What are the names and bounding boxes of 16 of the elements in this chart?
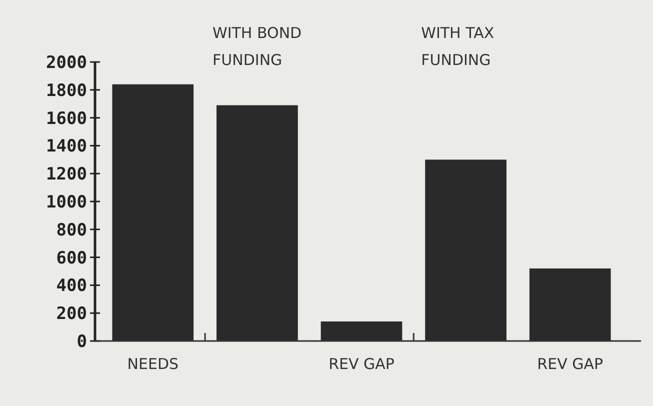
y-tick-label: 1800 <box>46 80 87 101</box>
y-tick-label: 800 <box>56 220 87 240</box>
x-tick-label: NEEDS <box>127 355 179 373</box>
y-tick-label: 0 <box>76 332 87 352</box>
x-tick-label: REV GAP <box>537 355 604 373</box>
y-tick-label: 200 <box>56 304 87 324</box>
annotation: WITH TAX FUNDING <box>421 24 494 69</box>
annotation: WITH BOND FUNDING <box>212 24 302 69</box>
x-tick-label: REV GAP <box>328 355 394 373</box>
y-tick-label: 600 <box>56 248 87 268</box>
y-tick-label: 1200 <box>46 164 87 185</box>
y-tick-label: 1400 <box>46 136 87 157</box>
y-tick-label: 400 <box>56 276 87 296</box>
y-tick-label: 1000 <box>46 192 87 212</box>
y-tick-label: 1600 <box>46 108 87 129</box>
y-tick-label: 2000 <box>46 52 87 73</box>
